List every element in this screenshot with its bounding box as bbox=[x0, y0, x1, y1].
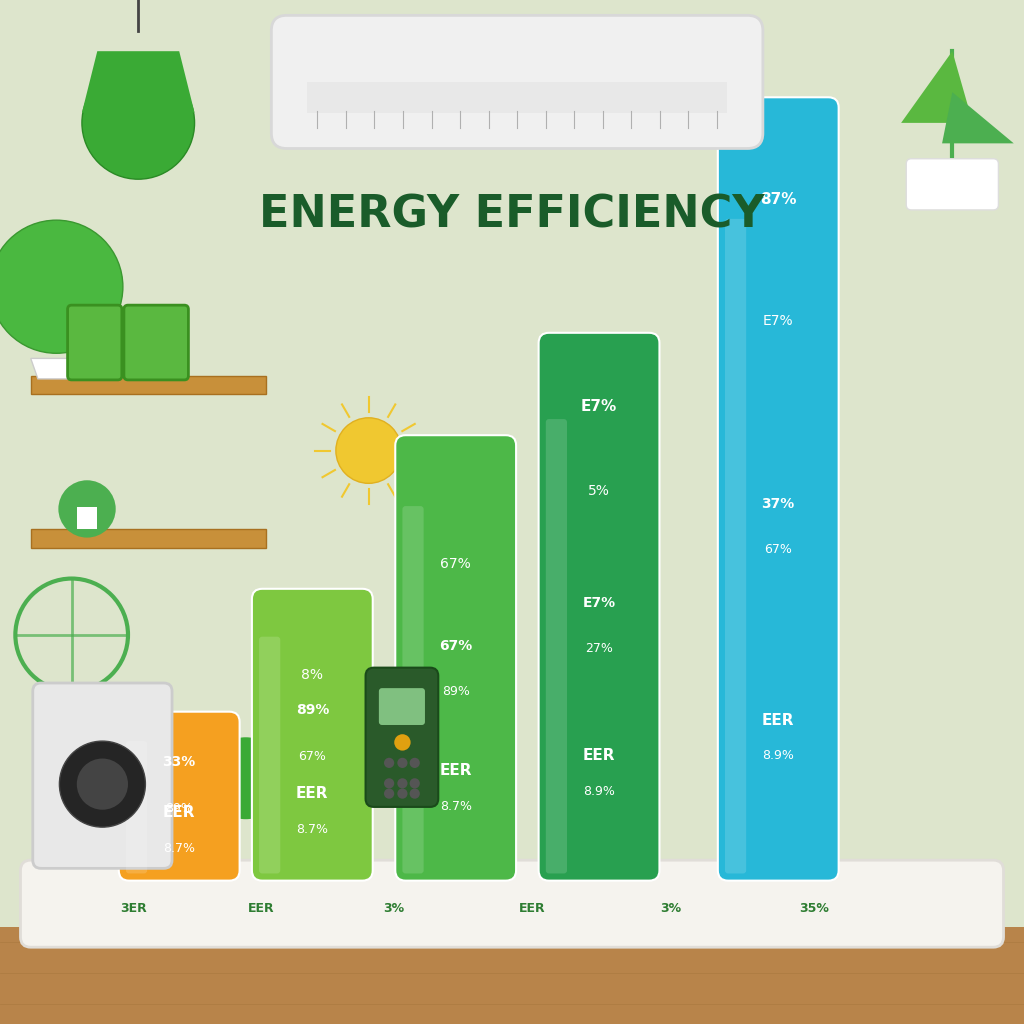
Text: 8%: 8% bbox=[301, 668, 324, 682]
FancyBboxPatch shape bbox=[725, 219, 746, 873]
Text: E7%: E7% bbox=[583, 596, 615, 610]
FancyBboxPatch shape bbox=[379, 688, 425, 725]
FancyBboxPatch shape bbox=[252, 589, 373, 881]
Circle shape bbox=[410, 788, 420, 799]
Circle shape bbox=[394, 734, 411, 751]
Circle shape bbox=[59, 741, 145, 827]
Circle shape bbox=[336, 418, 401, 483]
Bar bbox=[0, 927, 1024, 1024]
Circle shape bbox=[0, 220, 123, 353]
Text: EER: EER bbox=[762, 713, 795, 728]
Circle shape bbox=[397, 788, 408, 799]
Circle shape bbox=[384, 758, 394, 768]
Text: EER: EER bbox=[519, 902, 546, 914]
Text: EER: EER bbox=[296, 786, 329, 802]
Circle shape bbox=[205, 737, 287, 819]
Text: 5%: 5% bbox=[588, 483, 610, 498]
FancyBboxPatch shape bbox=[33, 683, 172, 868]
Text: ENERGY EFFICIENCY: ENERGY EFFICIENCY bbox=[259, 194, 765, 237]
Text: 89%: 89% bbox=[296, 703, 329, 718]
FancyBboxPatch shape bbox=[906, 159, 998, 210]
Circle shape bbox=[384, 778, 394, 788]
FancyBboxPatch shape bbox=[539, 333, 659, 881]
FancyBboxPatch shape bbox=[126, 741, 147, 873]
Text: 67%: 67% bbox=[298, 750, 327, 763]
Text: EER: EER bbox=[439, 763, 472, 778]
Text: E7%: E7% bbox=[581, 398, 617, 414]
FancyBboxPatch shape bbox=[68, 305, 122, 380]
Text: 89%: 89% bbox=[441, 685, 470, 698]
Polygon shape bbox=[901, 51, 973, 123]
Text: 3%: 3% bbox=[660, 902, 681, 914]
Text: 35%: 35% bbox=[799, 902, 829, 914]
Circle shape bbox=[384, 788, 394, 799]
FancyBboxPatch shape bbox=[119, 712, 240, 881]
FancyBboxPatch shape bbox=[271, 15, 763, 148]
Circle shape bbox=[397, 758, 408, 768]
Text: EER: EER bbox=[583, 748, 615, 763]
FancyBboxPatch shape bbox=[259, 637, 281, 873]
Text: 8.9%: 8.9% bbox=[583, 784, 615, 798]
Text: EER: EER bbox=[163, 805, 196, 820]
Text: 27%: 27% bbox=[585, 642, 613, 655]
Polygon shape bbox=[82, 51, 195, 113]
Text: 67%: 67% bbox=[440, 557, 471, 571]
Bar bbox=[31, 529, 266, 548]
Wedge shape bbox=[82, 67, 195, 179]
FancyBboxPatch shape bbox=[402, 506, 424, 873]
Text: 67%: 67% bbox=[439, 639, 472, 653]
Bar bbox=[77, 507, 97, 529]
Text: E7%: E7% bbox=[763, 314, 794, 328]
Polygon shape bbox=[31, 358, 82, 379]
Polygon shape bbox=[942, 92, 1014, 143]
Text: 3ER: 3ER bbox=[120, 902, 146, 914]
Text: 33%: 33% bbox=[163, 755, 196, 769]
FancyBboxPatch shape bbox=[718, 97, 839, 881]
Text: 37%: 37% bbox=[762, 497, 795, 511]
Bar bbox=[307, 82, 727, 113]
Text: EER: EER bbox=[248, 902, 274, 914]
Text: 87%: 87% bbox=[760, 191, 797, 207]
Circle shape bbox=[410, 778, 420, 788]
FancyBboxPatch shape bbox=[546, 419, 567, 873]
Text: 8.9%: 8.9% bbox=[762, 750, 795, 763]
Text: 8.7%: 8.7% bbox=[439, 800, 472, 813]
Circle shape bbox=[397, 778, 408, 788]
FancyBboxPatch shape bbox=[124, 305, 188, 380]
Circle shape bbox=[77, 759, 128, 810]
FancyBboxPatch shape bbox=[366, 668, 438, 807]
Text: 8.7%: 8.7% bbox=[296, 823, 329, 837]
Bar bbox=[31, 376, 266, 394]
Text: 89%: 89% bbox=[165, 802, 194, 814]
Text: 3%: 3% bbox=[384, 902, 404, 914]
Text: 67%: 67% bbox=[764, 544, 793, 556]
Circle shape bbox=[410, 758, 420, 768]
FancyBboxPatch shape bbox=[395, 435, 516, 881]
Circle shape bbox=[58, 480, 116, 538]
FancyBboxPatch shape bbox=[20, 860, 1004, 947]
Text: 8.7%: 8.7% bbox=[163, 842, 196, 855]
